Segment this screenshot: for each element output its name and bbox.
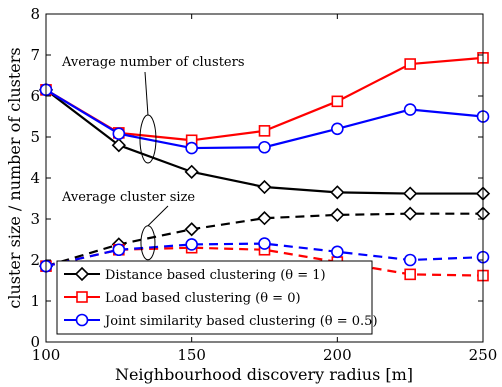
data-point — [403, 206, 418, 221]
x-tick-label: 100 — [32, 346, 61, 364]
data-point — [184, 222, 199, 237]
data-point — [331, 122, 344, 136]
legend-box — [56, 260, 373, 335]
data-point — [404, 58, 416, 70]
legend-items: Distance based clustering (θ = 1) Load ba… — [64, 266, 378, 329]
y-tick-label: 2 — [30, 251, 40, 269]
y-tick-label: 0 — [30, 333, 40, 351]
legend-marker — [74, 266, 90, 282]
data-point — [330, 207, 345, 223]
x-axis-title: Neighbourhood discovery radius [m] — [115, 365, 413, 384]
x-tick-label: 200 — [323, 346, 352, 364]
legend-marker — [76, 291, 88, 303]
y-tick-label: 1 — [30, 292, 40, 310]
data-point — [403, 103, 417, 116]
annotation-average-number-of-clusters: Average number of clusters — [61, 55, 245, 70]
data-point — [112, 127, 126, 141]
tick-layer: 100 150 200 250 0 1 2 3 4 5 6 7 8 — [30, 5, 497, 364]
y-tick-label: 7 — [30, 46, 40, 64]
legend-label: Joint similarity based clustering (θ = 0… — [103, 314, 378, 329]
legend-label: Load based clustering (θ = 0) — [105, 291, 301, 306]
y-tick-label: 8 — [30, 5, 40, 23]
legend-item-load-based-clustering-0: Load based clustering (θ = 0) — [64, 291, 301, 306]
x-tick-label: 250 — [469, 346, 498, 364]
y-tick-label: 6 — [30, 87, 40, 105]
data-point — [184, 164, 199, 179]
legend-item-distance-based-clustering-1: Distance based clustering (θ = 1) — [64, 266, 326, 283]
annotation-layer: Average number of clusters Average clust… — [61, 55, 245, 261]
legend-label: Distance based clustering (θ = 1) — [105, 268, 326, 283]
data-point — [185, 141, 198, 155]
x-tick-label: 150 — [177, 346, 206, 364]
annotation-average-cluster-size: Average cluster size — [61, 190, 195, 205]
legend-marker — [75, 313, 89, 327]
data-point — [404, 268, 416, 281]
data-point — [111, 138, 126, 153]
data-point — [331, 245, 344, 259]
data-point — [331, 95, 344, 108]
data-point — [403, 253, 417, 267]
annotation-pointer-clusters — [144, 71, 149, 116]
data-point — [112, 243, 126, 257]
data-point — [403, 186, 418, 201]
data-point — [185, 238, 198, 251]
data-point — [258, 125, 271, 137]
y-axis-title: cluster size / number of clusters — [5, 47, 24, 308]
legend: Distance based clustering (θ = 1) Load ba… — [56, 260, 378, 335]
legend-item-joint-similarity-based-clustering-0-5: Joint similarity based clustering (θ = 0… — [64, 313, 378, 329]
data-point — [258, 237, 271, 250]
data-point — [257, 211, 272, 226]
annotation-pointer-size — [147, 205, 169, 227]
data-point — [330, 185, 345, 200]
data-point — [258, 140, 271, 154]
y-tick-label: 4 — [30, 169, 40, 187]
data-point — [257, 179, 272, 195]
y-tick-label: 5 — [30, 128, 40, 146]
y-tick-label: 3 — [30, 210, 40, 228]
